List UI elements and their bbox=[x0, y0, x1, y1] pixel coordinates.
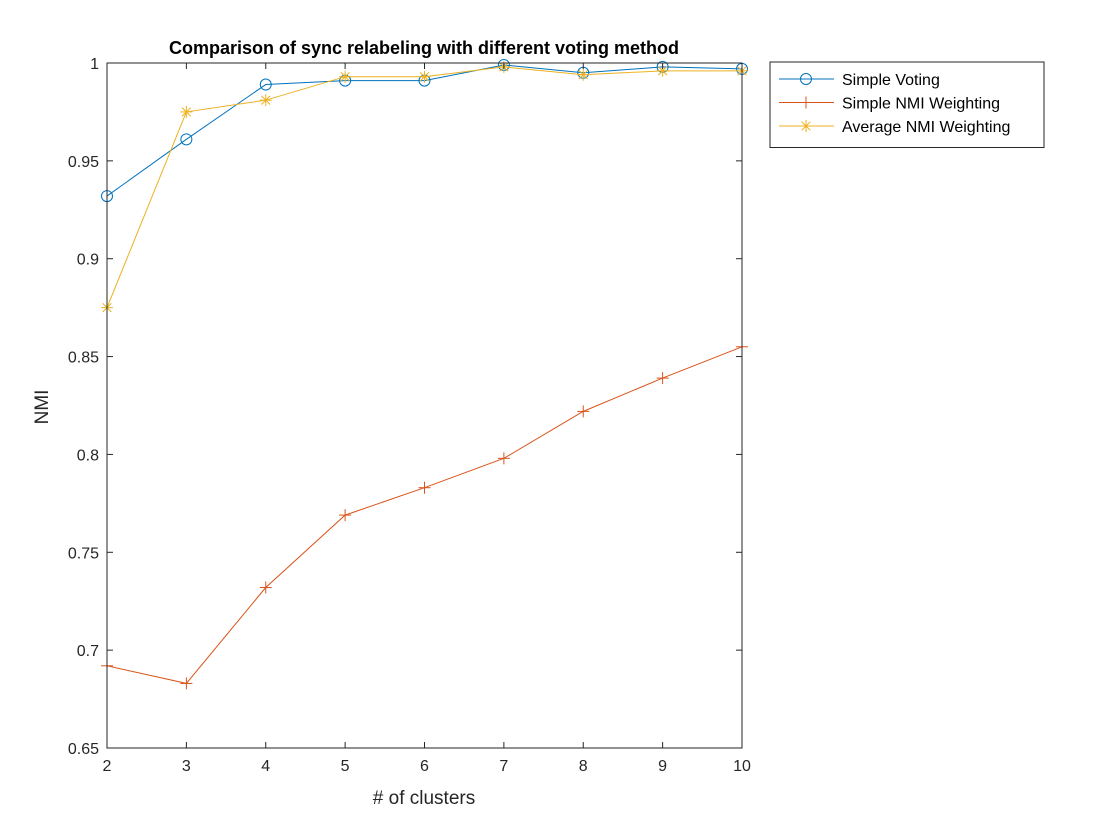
y-tick-label: 1 bbox=[90, 56, 99, 73]
legend-box bbox=[769, 61, 1045, 148]
legend-marker bbox=[800, 73, 812, 85]
chart-title: Comparison of sync relabeling with diffe… bbox=[169, 38, 679, 58]
data-point bbox=[259, 94, 272, 107]
data-point bbox=[497, 452, 510, 465]
data-point bbox=[259, 78, 272, 91]
y-tick-label: 0.8 bbox=[77, 447, 99, 464]
plot-area bbox=[107, 63, 742, 748]
legend-item: Simple NMI Weighting bbox=[779, 96, 1000, 113]
x-tick-label: 7 bbox=[499, 758, 508, 775]
data-point bbox=[418, 70, 431, 83]
x-tick-label: 2 bbox=[103, 758, 112, 775]
y-tick-label: 0.85 bbox=[68, 350, 99, 367]
data-point bbox=[180, 677, 193, 690]
x-tick-label: 9 bbox=[658, 758, 667, 775]
x-tick-label: 4 bbox=[261, 758, 270, 775]
legend: Simple Voting Simple NMI Weighting Average… bbox=[769, 61, 1045, 148]
series-3 bbox=[101, 60, 748, 314]
data-point bbox=[180, 133, 193, 146]
legend-label: Average NMI Weighting bbox=[842, 119, 1010, 136]
axes: 2 3 4 5 6 7 8 9 10 0.65 0.7 0.75 0.8 0.85 0.9 0.95 1 bbox=[68, 56, 751, 775]
data-point bbox=[577, 68, 590, 81]
data-point bbox=[656, 372, 669, 385]
data-point bbox=[180, 105, 193, 118]
y-tick-label: 0.7 bbox=[77, 643, 99, 660]
y-tick-label: 0.65 bbox=[68, 741, 99, 758]
x-axis-label: # of clusters bbox=[373, 788, 475, 809]
legend-item: Simple Voting bbox=[779, 72, 940, 89]
legend-item: Average NMI Weighting bbox=[779, 119, 1010, 136]
data-point bbox=[656, 64, 669, 77]
x-tick-label: 8 bbox=[579, 758, 588, 775]
y-tick-label: 0.75 bbox=[68, 545, 99, 562]
data-point bbox=[339, 70, 352, 83]
legend-label: Simple Voting bbox=[842, 72, 940, 89]
legend-marker bbox=[800, 96, 812, 109]
data-point bbox=[418, 481, 431, 494]
y-tick-label: 0.9 bbox=[77, 252, 99, 269]
data-point bbox=[259, 581, 272, 594]
x-tick-label: 6 bbox=[420, 758, 429, 775]
data-point bbox=[339, 509, 352, 522]
x-tick-label: 5 bbox=[341, 758, 350, 775]
x-tick-label: 10 bbox=[733, 758, 751, 775]
legend-marker bbox=[800, 120, 812, 132]
legend-label: Simple NMI Weighting bbox=[842, 96, 1000, 113]
x-tick-label: 3 bbox=[182, 758, 191, 775]
data-point bbox=[577, 405, 590, 418]
plot-background bbox=[107, 63, 742, 748]
y-tick-label: 0.95 bbox=[68, 154, 99, 171]
y-axis-label: NMI bbox=[32, 390, 53, 425]
